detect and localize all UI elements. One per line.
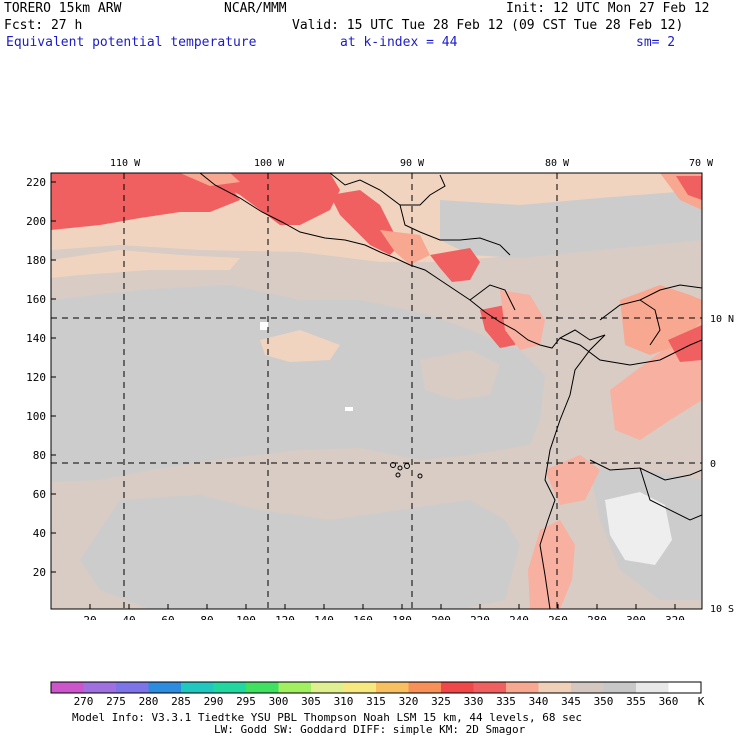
colorbar-swatch [473,682,507,693]
x-tick: 200 [431,614,451,620]
x-tick-labels: 20 40 60 80 100 120 140 160 180 200 220 … [83,614,685,620]
y-tick: 220 [26,176,46,189]
colorbar-swatch [246,682,279,693]
colorbar-level-label: 315 [366,695,386,706]
colorbar-swatch [376,682,409,693]
lat-lon-grid [51,173,702,609]
colorbar-swatch [83,682,117,693]
x-tick: 120 [275,614,295,620]
x-tick: 260 [548,614,568,620]
colorbar-level-label: 320 [399,695,419,706]
y-tick: 200 [26,215,46,228]
colorbar-frame [50,681,702,694]
colorbar-level-label: 345 [561,695,581,706]
lon-label-80w: 80 W [545,158,570,169]
colorbar-level-label: 290 [204,695,224,706]
map-frame [50,172,703,610]
valid-time: Valid: 15 UTC Tue 28 Feb 12 (09 CST Tue … [292,18,684,33]
colorbar-level-label: 325 [431,695,451,706]
colorbar-level-label: 280 [139,695,159,706]
colorbar-level-label: 275 [106,695,126,706]
colorbar-swatch [668,682,702,693]
lat-label-10s: 10 S [710,604,734,615]
colorbar-swatch [116,682,149,693]
lon-label-90w: 90 W [400,158,425,169]
x-tick: 100 [236,614,256,620]
init-time: Init: 12 UTC Mon 27 Feb 12 [506,1,710,16]
lat-labels: 10 N 0 10 S [710,314,734,615]
coastlines [199,173,702,609]
x-tick: 240 [509,614,529,620]
colorbar-unit: K [698,695,705,706]
colorbar-swatch [636,682,669,693]
field-name: Equivalent potential temperature [6,35,257,50]
lon-label-100w: 100 W [254,158,285,169]
colorbar-level-label: 355 [626,695,646,706]
colorbar-level-label: 285 [171,695,191,706]
colorbar-level-label: 335 [496,695,516,706]
colorbar-swatch [343,682,377,693]
lon-label-70w: 70 W [689,158,714,169]
colorbar-swatch [311,682,344,693]
center-label: NCAR/MMM [224,1,287,16]
model-info-line2: LW: Godd SW: Goddard DIFF: simple KM: 2D… [214,723,526,736]
y-tick: 20 [33,566,46,579]
y-tick: 160 [26,293,46,306]
x-tick: 220 [470,614,490,620]
colorbar-swatch [506,682,539,693]
x-tick: 320 [665,614,685,620]
colorbar-level-label: 350 [594,695,614,706]
colorbar-level-label: 360 [659,695,679,706]
colorbar-swatch [571,682,604,693]
x-tick: 160 [353,614,373,620]
level-info: at k-index = 44 [340,35,458,50]
colorbar-swatch [181,682,214,693]
colorbar-level-label: 330 [464,695,484,706]
lon-label-110w: 110 W [110,158,141,169]
colorbar-swatch [213,682,247,693]
colorbar-level-label: 310 [334,695,354,706]
y-tick: 80 [33,449,46,462]
colorbar-swatch [538,682,572,693]
y-tick: 180 [26,254,46,267]
forecast-hour: Fcst: 27 h [4,18,83,33]
colorbar-level-label: 295 [236,695,256,706]
y-tick-labels: 220 200 180 160 140 120 100 80 60 40 20 [26,176,46,579]
model-title: TORERO 15km ARW [4,1,122,16]
colorbar-level-label: 340 [529,695,549,706]
colorbar-level-label: 305 [301,695,321,706]
smoothing-info: sm= 2 [636,35,676,50]
lon-labels: 110 W 100 W 90 W 80 W 70 W [110,158,714,169]
x-tick: 60 [161,614,174,620]
colorbar-swatch [441,682,474,693]
colorbar-swatch [51,682,84,693]
x-tick: 20 [83,614,96,620]
x-tick: 280 [587,614,607,620]
colorbar-swatch [603,682,637,693]
colorbar-swatch [148,682,182,693]
lat-label-0: 0 [710,459,716,470]
lat-label-10n: 10 N [710,314,734,325]
y-tick: 140 [26,332,46,345]
x-tick: 40 [122,614,135,620]
colorbar-swatch [278,682,312,693]
model-info-line1: Model Info: V3.3.1 Tiedtke YSU PBL Thomp… [72,711,582,724]
y-tick: 40 [33,527,46,540]
colorbar: 270 275 280 285 290 295 300 305 310 315 320 325 330 3… [50,681,705,706]
shaded-field [51,173,702,609]
colorbar-labels: 270 275 280 285 290 295 300 305 310 315 320 325 330 3… [74,695,679,706]
colorbar-swatch [408,682,442,693]
x-tick: 300 [626,614,646,620]
colorbar-level-label: 270 [74,695,94,706]
y-tick: 120 [26,371,46,384]
theta-e-map: 110 W 100 W 90 W 80 W 70 W 10 N 0 10 S 2… [26,158,734,620]
x-tick: 80 [200,614,213,620]
colorbar-level-label: 300 [269,695,289,706]
y-tick: 100 [26,410,46,423]
x-tick: 180 [392,614,412,620]
x-tick: 140 [314,614,334,620]
axis-ticks [51,181,676,609]
colorbar-swatches [51,682,702,693]
y-tick: 60 [33,488,46,501]
